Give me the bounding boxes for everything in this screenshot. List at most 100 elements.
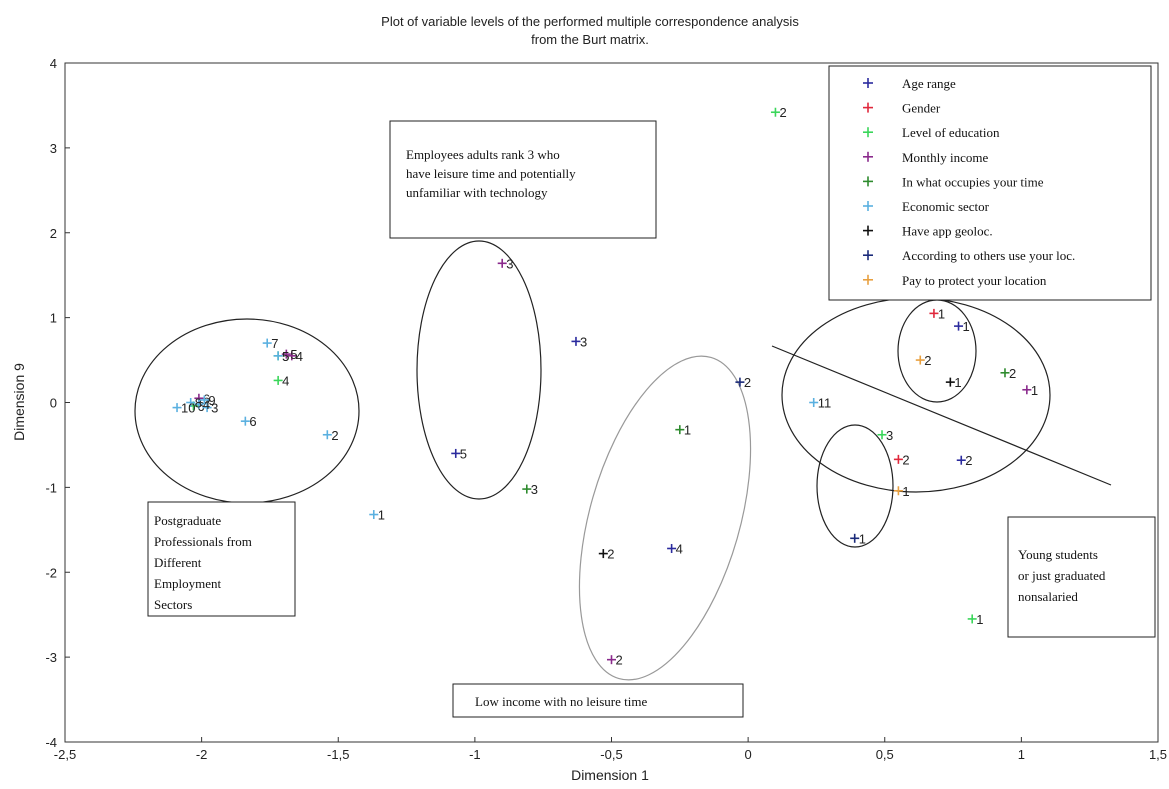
x-tick-label: 1,5 <box>1149 747 1167 762</box>
annotation-postgraduate-box <box>147 501 296 617</box>
data-point-label: 4 <box>676 541 683 556</box>
data-point-label: 7 <box>271 336 278 351</box>
legend-item: According to others use your loc. <box>863 248 1075 263</box>
legend-label: According to others use your loc. <box>902 248 1075 263</box>
y-tick-label: 4 <box>50 56 57 71</box>
x-axis-label: Dimension 1 <box>571 767 649 783</box>
data-point: 2 <box>598 547 615 562</box>
data-point-label: 4 <box>296 349 303 364</box>
y-tick-label: -1 <box>45 480 57 495</box>
data-point-label: 5 <box>282 349 289 364</box>
annotation-postgraduate-line-5: Sectors <box>154 597 192 612</box>
legend-label: Gender <box>902 101 941 116</box>
y-tick-label: -3 <box>45 650 57 665</box>
data-point-label: 4 <box>203 397 210 412</box>
data-point: 1 <box>1022 383 1038 398</box>
data-point: 4 <box>667 541 683 556</box>
data-point-label: 2 <box>744 375 751 390</box>
data-point: 2 <box>770 105 787 120</box>
data-point: 5 <box>451 446 467 461</box>
data-point-label: 1 <box>902 484 909 499</box>
legend-item: Pay to protect your location <box>863 273 1047 288</box>
data-point-label: 9 <box>208 393 215 408</box>
data-point: 2 <box>322 428 339 443</box>
annotation-low-income-box <box>452 683 744 718</box>
data-point: 9 <box>199 393 216 408</box>
data-point-label: 1 <box>954 375 961 390</box>
separator-line <box>771 345 1112 486</box>
y-tick-label: 3 <box>50 141 57 156</box>
data-point: 1 <box>929 306 945 321</box>
legend-box <box>828 65 1152 301</box>
annotation-employees-line-1: Employees adults rank 3 who <box>406 147 560 162</box>
cluster-low-income-ellipse <box>578 355 752 681</box>
x-tick-label: 0 <box>745 747 752 762</box>
chart-title: Plot of variable levels of the performed… <box>381 14 799 29</box>
data-point: 6 <box>240 414 257 429</box>
annotation-postgraduate-line-3: Different <box>154 555 202 570</box>
data-point: 3 <box>202 401 218 416</box>
annotation-young-box <box>1007 516 1156 638</box>
x-tick-label: -2 <box>196 747 208 762</box>
data-point-label: 1 <box>963 319 970 334</box>
data-point-label: 3 <box>580 334 587 349</box>
data-point-label: 3 <box>211 401 218 416</box>
annotation-young-line-3: nonsalaried <box>1018 589 1078 604</box>
data-point-label: 5 <box>460 446 467 461</box>
data-point-label: 11 <box>818 396 832 411</box>
y-axis-label: Dimension 9 <box>11 363 27 441</box>
legend-label: Economic sector <box>902 199 990 214</box>
legend-item: Have app geoloc. <box>863 224 993 239</box>
data-point: 3 <box>571 334 587 349</box>
legend-label: Pay to protect your location <box>902 273 1047 288</box>
x-tick-label: 0,5 <box>876 747 894 762</box>
x-tick-label: -1,5 <box>327 747 349 762</box>
data-point-label: 2 <box>607 547 614 562</box>
y-tick-label: 1 <box>50 311 57 326</box>
data-point-label: 1 <box>378 508 385 523</box>
y-tick-label: 2 <box>50 226 57 241</box>
data-point: 1 <box>945 375 962 390</box>
x-tick-label: 1 <box>1018 747 1025 762</box>
data-point: 2 <box>915 353 932 368</box>
data-point-label: 2 <box>1009 366 1016 381</box>
data-point: 7 <box>262 336 278 351</box>
data-point: 2 <box>956 453 972 468</box>
annotation-postgraduate-line-1: Postgraduate <box>154 513 221 528</box>
data-point-label: 2 <box>616 653 623 668</box>
data-point-label: 10 <box>181 401 195 416</box>
data-point: 3 <box>522 482 538 497</box>
cluster-young-lower-ellipse <box>816 424 894 548</box>
data-point: 1 <box>675 423 691 438</box>
data-point: 1 <box>369 508 385 523</box>
data-point-label: 1 <box>1031 383 1038 398</box>
legend-label: Level of education <box>902 125 1000 140</box>
data-point-label: 8 <box>195 396 202 411</box>
annotation-young-line-2: or just graduated <box>1018 568 1106 583</box>
legend-item: Age range <box>863 76 956 91</box>
chart-subtitle: from the Burt matrix. <box>531 32 649 47</box>
data-point-label: 4 <box>282 373 289 388</box>
data-point-label: 1 <box>976 612 983 627</box>
data-point-label: 1 <box>684 423 691 438</box>
data-point-label: 2 <box>965 453 972 468</box>
data-point: 10 <box>172 401 196 416</box>
legend-label: Have app geoloc. <box>902 224 993 239</box>
data-point-label: 2 <box>779 105 786 120</box>
y-tick-label: -2 <box>45 565 57 580</box>
data-point: 5 <box>273 349 289 364</box>
data-point-label: 3 <box>531 482 538 497</box>
data-point-label: 1 <box>938 306 945 321</box>
data-point: 1 <box>893 484 910 499</box>
y-tick-label: -4 <box>45 735 57 750</box>
data-point: 5 <box>281 347 298 362</box>
x-tick-label: -2,5 <box>54 747 76 762</box>
data-point-label: 3 <box>506 256 513 271</box>
data-point: 3 <box>497 256 513 271</box>
data-point: 2 <box>607 653 623 668</box>
legend-item: Monthly income <box>863 150 989 165</box>
data-point: 1 <box>954 319 970 334</box>
annotation-employees-box <box>389 120 657 239</box>
legend-item: Economic sector <box>863 199 990 214</box>
